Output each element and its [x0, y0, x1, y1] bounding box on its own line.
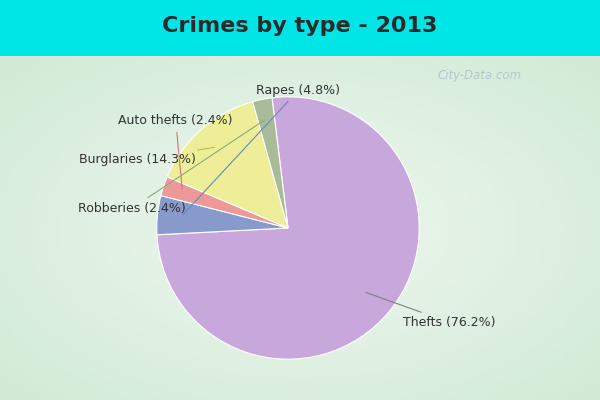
- Wedge shape: [167, 102, 288, 228]
- Text: Auto thefts (2.4%): Auto thefts (2.4%): [118, 114, 233, 189]
- Wedge shape: [161, 177, 288, 228]
- Text: Crimes by type - 2013: Crimes by type - 2013: [163, 16, 437, 36]
- Text: Burglaries (14.3%): Burglaries (14.3%): [79, 147, 215, 166]
- Wedge shape: [157, 97, 419, 359]
- Text: Thefts (76.2%): Thefts (76.2%): [366, 292, 496, 329]
- Text: Rapes (4.8%): Rapes (4.8%): [183, 84, 340, 215]
- Wedge shape: [253, 98, 288, 228]
- Text: Robberies (2.4%): Robberies (2.4%): [78, 120, 265, 215]
- Wedge shape: [157, 196, 288, 235]
- Text: City-Data.com: City-Data.com: [438, 70, 522, 82]
